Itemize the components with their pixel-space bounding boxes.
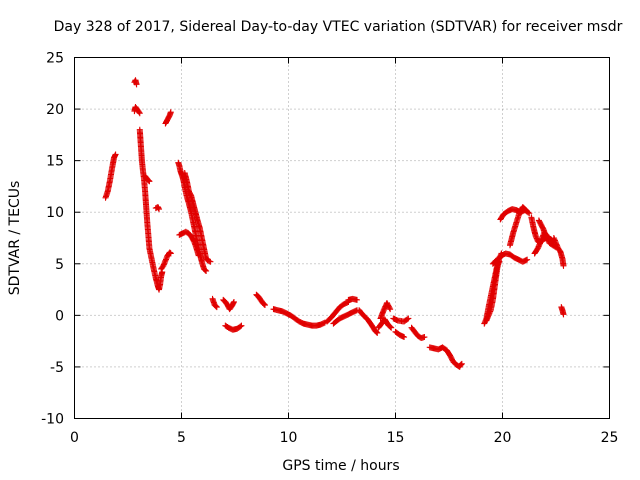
data-point bbox=[213, 304, 220, 311]
data-point bbox=[387, 323, 394, 330]
data-point bbox=[560, 311, 567, 318]
data-point bbox=[261, 302, 268, 309]
data-point bbox=[387, 306, 394, 313]
data-point bbox=[195, 252, 202, 259]
data-point bbox=[401, 334, 408, 341]
x-tick-label: 0 bbox=[70, 430, 79, 446]
data-point bbox=[522, 206, 529, 213]
data-point bbox=[526, 210, 533, 217]
data-point bbox=[207, 258, 214, 265]
data-point bbox=[136, 110, 143, 117]
data-point bbox=[458, 360, 465, 367]
y-tick-label: 15 bbox=[46, 154, 64, 170]
plot-frame bbox=[74, 57, 610, 419]
x-tick-label: 25 bbox=[601, 430, 619, 446]
data-point bbox=[353, 296, 360, 303]
data-point bbox=[201, 266, 208, 273]
data-point bbox=[202, 267, 209, 274]
axis-ticks bbox=[74, 57, 610, 419]
data-point bbox=[238, 322, 245, 329]
tick-labels: 0 5 10 15 20 25 25 20 15 10 5 0 -5 -10 bbox=[41, 51, 618, 447]
data-point bbox=[388, 324, 395, 331]
x-tick-label: 10 bbox=[280, 430, 298, 446]
x-tick-label: 5 bbox=[177, 430, 186, 446]
y-tick-label: 10 bbox=[46, 205, 64, 221]
grid bbox=[74, 57, 610, 419]
data-point bbox=[260, 300, 267, 307]
data-point bbox=[524, 256, 531, 263]
chart-title: Day 328 of 2017, Sidereal Day-to-day VTE… bbox=[54, 19, 623, 35]
data-point bbox=[386, 304, 393, 311]
y-tick-label: 20 bbox=[46, 102, 64, 118]
y-tick-label: 5 bbox=[55, 257, 64, 273]
data-point bbox=[156, 206, 163, 213]
y-tick-label: -10 bbox=[41, 412, 64, 428]
data-point bbox=[144, 176, 151, 183]
data-point bbox=[136, 109, 143, 116]
y-tick-label: -5 bbox=[50, 360, 64, 376]
data-point bbox=[261, 301, 268, 308]
data-point bbox=[167, 250, 174, 257]
data-point bbox=[458, 361, 465, 368]
data-point bbox=[212, 302, 219, 309]
data-point bbox=[373, 329, 380, 336]
data-point bbox=[405, 315, 412, 322]
data-point bbox=[560, 262, 567, 269]
data-point bbox=[112, 151, 119, 158]
data-point bbox=[421, 334, 428, 341]
data-point bbox=[372, 328, 379, 335]
data-point bbox=[203, 268, 210, 275]
data-point bbox=[213, 303, 220, 310]
data-point bbox=[167, 109, 174, 116]
x-axis-label: GPS time / hours bbox=[282, 458, 399, 474]
data-point bbox=[237, 323, 244, 330]
y-tick-label: 25 bbox=[46, 51, 64, 67]
y-tick-label: 0 bbox=[55, 308, 64, 324]
data-point bbox=[146, 178, 153, 185]
data-point bbox=[404, 316, 411, 323]
data-points bbox=[102, 77, 567, 370]
data-point bbox=[523, 207, 530, 214]
x-tick-label: 15 bbox=[387, 430, 405, 446]
data-point bbox=[133, 81, 140, 88]
data-point bbox=[374, 329, 381, 336]
x-tick-label: 20 bbox=[494, 430, 512, 446]
data-point bbox=[230, 298, 237, 305]
data-point bbox=[457, 362, 464, 369]
data-point bbox=[145, 177, 152, 184]
y-axis-label: SDTVAR / TECUs bbox=[7, 181, 23, 296]
